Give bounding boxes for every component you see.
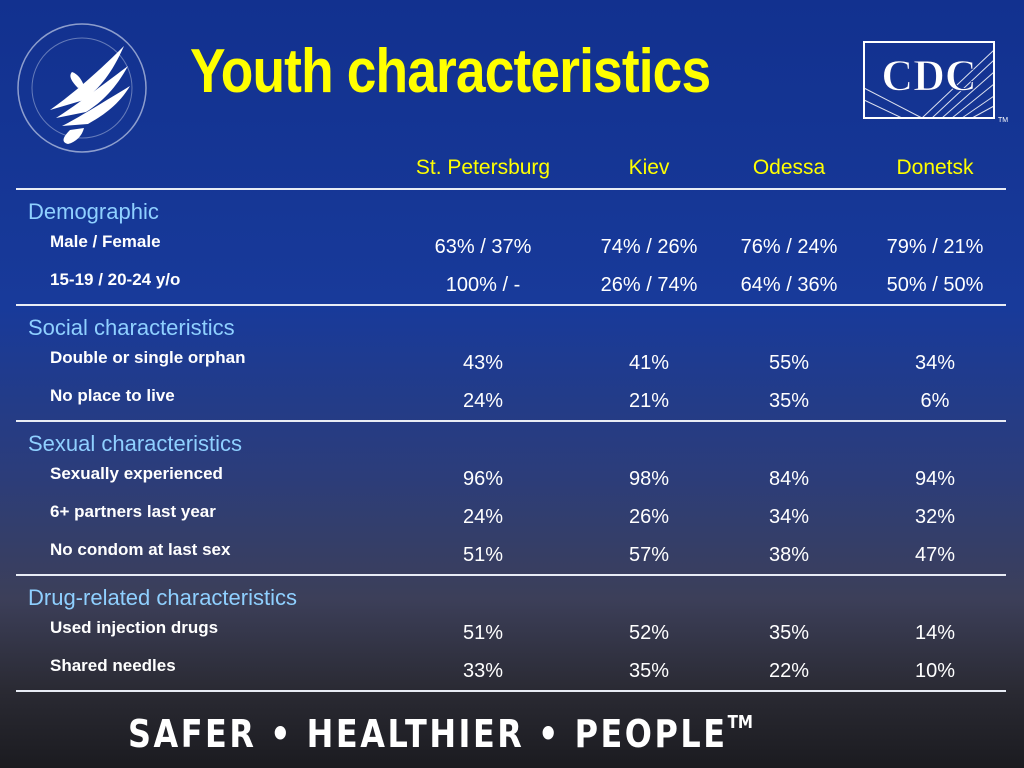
table-row: No place to live 24% 21% 35% 6% — [16, 382, 1006, 420]
table-row: Male / Female 63% / 37% 74% / 26% 76% / … — [16, 228, 1006, 266]
table-cell: 34% — [768, 506, 810, 528]
cdc-tm-mark: TM — [998, 117, 1008, 124]
table-cell: 100% / - — [445, 274, 521, 296]
hhs-eagle-seal-icon — [17, 23, 147, 153]
table-row: 15-19 / 20-24 y/o 100% / - 26% / 74% 64%… — [16, 266, 1006, 304]
table-cell: 55% — [768, 352, 810, 374]
table-cell: 22% — [768, 660, 810, 682]
table-cell: 33% — [462, 660, 504, 682]
table-row: 6+ partners last year 24% 26% 34% 32% — [16, 498, 1006, 536]
table-row: Sexually experienced 96% 98% 84% 94% — [16, 460, 1006, 498]
row-label: Sexually experienced — [50, 464, 223, 483]
table-cell: 38% — [768, 544, 810, 566]
table-cell: 84% — [768, 468, 810, 490]
row-label: No condom at last sex — [50, 540, 231, 559]
row-label: Male / Female — [50, 232, 161, 251]
table-cell: 6% — [920, 390, 950, 412]
table-cell: 26% — [628, 506, 670, 528]
table-cell: 52% — [628, 622, 670, 644]
table-cell: 57% — [628, 544, 670, 566]
row-label: No place to live — [50, 386, 175, 405]
section-title: Social characteristics — [28, 315, 235, 340]
table-row: Double or single orphan 43% 41% 55% 34% — [16, 344, 1006, 382]
section-title: Sexual characteristics — [28, 431, 242, 456]
section-demographic: Demographic Male / Female 63% / 37% 74% … — [16, 190, 1006, 306]
table-cell: 74% / 26% — [600, 236, 698, 258]
table-cell: 24% — [462, 390, 504, 412]
table-cell: 51% — [462, 622, 504, 644]
table-cell: 35% — [628, 660, 670, 682]
footer-tagline: SAFER • HEALTHIER • PEOPLETM — [128, 712, 753, 756]
table-cell: 79% / 21% — [886, 236, 984, 258]
section-title: Demographic — [28, 199, 159, 224]
table-cell: 94% — [914, 468, 956, 490]
column-header-st-petersburg: St. Petersburg — [415, 156, 551, 179]
table-cell: 76% / 24% — [740, 236, 838, 258]
table-cell: 14% — [914, 622, 956, 644]
column-header-kiev: Kiev — [628, 156, 670, 179]
section-social: Social characteristics Double or single … — [16, 306, 1006, 422]
table-cell: 35% — [768, 390, 810, 412]
cdc-logo-icon: CDC TM — [863, 41, 1008, 124]
table-cell: 32% — [914, 506, 956, 528]
footer-text: SAFER • HEALTHIER • PEOPLE — [128, 712, 728, 756]
row-label: 6+ partners last year — [50, 502, 216, 521]
table-cell: 64% / 36% — [740, 274, 838, 296]
table-row: Shared needles 33% 35% 22% 10% — [16, 652, 1006, 690]
table-cell: 24% — [462, 506, 504, 528]
table-cell: 26% / 74% — [600, 274, 698, 296]
section-drug-related: Drug-related characteristics Used inject… — [16, 576, 1006, 692]
row-label: Shared needles — [50, 656, 176, 675]
column-header-odessa: Odessa — [752, 156, 826, 179]
table-row: No condom at last sex 51% 57% 38% 47% — [16, 536, 1006, 574]
table-cell: 98% — [628, 468, 670, 490]
table-row: Used injection drugs 51% 52% 35% 14% — [16, 614, 1006, 652]
table-cell: 47% — [914, 544, 956, 566]
row-label: Used injection drugs — [50, 618, 219, 637]
section-sexual: Sexual characteristics Sexually experien… — [16, 422, 1006, 576]
section-title: Drug-related characteristics — [28, 585, 297, 610]
page-title: Youth characteristics — [190, 37, 711, 106]
table-cell: 51% — [462, 544, 504, 566]
column-header-donetsk: Donetsk — [896, 156, 974, 179]
table-cell: 41% — [628, 352, 670, 374]
table-cell: 10% — [914, 660, 956, 682]
table-cell: 34% — [914, 352, 956, 374]
row-label: Double or single orphan — [50, 348, 246, 367]
footer-tm-mark: TM — [727, 712, 753, 733]
table-cell: 63% / 37% — [434, 236, 532, 258]
table-cell: 50% / 50% — [886, 274, 984, 296]
table-cell: 43% — [462, 352, 504, 374]
characteristics-table: St. Petersburg Kiev Odessa Donetsk Demog… — [16, 150, 1006, 692]
table-header-row: St. Petersburg Kiev Odessa Donetsk — [16, 150, 1006, 190]
table-cell: 35% — [768, 622, 810, 644]
table-cell: 96% — [462, 468, 504, 490]
row-label: 15-19 / 20-24 y/o — [50, 270, 181, 289]
cdc-logo-text: CDC — [881, 51, 976, 100]
table-cell: 21% — [628, 390, 670, 412]
